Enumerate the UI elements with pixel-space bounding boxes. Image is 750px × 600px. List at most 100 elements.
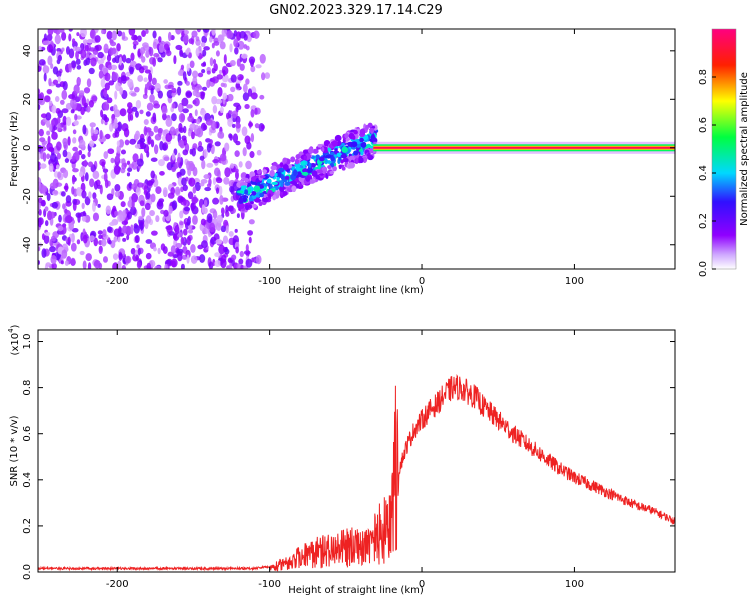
- trace-cell: [351, 135, 356, 140]
- noise-cell: [93, 180, 98, 190]
- noise-cell: [172, 233, 178, 240]
- spectrogram-y-ticks: -40 -20 0 20 40: [22, 44, 675, 253]
- noise-cell: [82, 234, 88, 244]
- noise-cell: [206, 79, 211, 89]
- noise-cell: [171, 113, 177, 122]
- noise-cell: [249, 151, 255, 159]
- noise-cell: [215, 98, 223, 105]
- trace-cell: [367, 122, 373, 128]
- noise-cell: [175, 29, 182, 35]
- noise-cell: [106, 226, 112, 233]
- noise-cell: [129, 138, 136, 145]
- trace-cell: [321, 146, 325, 152]
- trace-cell: [355, 157, 359, 164]
- noise-cell: [251, 257, 255, 263]
- noise-cell: [51, 131, 58, 140]
- noise-cell: [114, 131, 120, 138]
- snr-y-ticks: 0.0 0.2 0.4 0.6 0.8 1.0: [22, 334, 675, 580]
- noise-cell: [56, 141, 62, 151]
- noise-cell: [113, 228, 121, 237]
- noise-cell: [170, 245, 176, 254]
- noise-cell: [48, 100, 53, 106]
- noise-cell: [61, 89, 68, 100]
- noise-cell: [237, 40, 245, 50]
- noise-cell: [136, 158, 144, 167]
- noise-cell: [89, 122, 96, 128]
- noise-cell: [209, 222, 216, 233]
- noise-cell: [162, 246, 168, 254]
- trace-cell: [270, 165, 277, 171]
- noise-cell: [209, 139, 213, 145]
- noise-cell: [245, 78, 250, 85]
- noise-cell: [245, 244, 249, 252]
- noise-cell: [49, 246, 56, 253]
- noise-cell: [183, 228, 188, 236]
- noise-cell: [46, 130, 51, 136]
- noise-cell: [111, 47, 117, 55]
- noise-cell: [88, 67, 95, 75]
- noise-cell: [55, 107, 61, 114]
- noise-cell: [83, 159, 88, 168]
- noise-cell: [152, 41, 157, 50]
- noise-cell: [255, 254, 262, 265]
- trace-cell: [312, 148, 319, 154]
- carrier-band-core: [373, 146, 675, 149]
- noise-cell: [227, 118, 234, 127]
- noise-cell: [100, 78, 106, 88]
- trace-cell: [305, 176, 311, 182]
- noise-cell: [62, 149, 68, 158]
- noise-cell: [43, 234, 50, 245]
- trace-cell: [282, 157, 288, 164]
- spectrogram-frame: [37, 28, 676, 270]
- spectrogram-x-tick-label: -100: [258, 276, 281, 287]
- noise-cell: [199, 109, 207, 116]
- noise-cell: [67, 63, 72, 69]
- noise-cell: [87, 151, 91, 158]
- noise-cell: [62, 115, 67, 126]
- noise-cell: [231, 110, 239, 119]
- trace-cell: [277, 167, 285, 173]
- noise-cell: [81, 215, 87, 222]
- trace-cell: [332, 165, 337, 172]
- noise-cell: [238, 161, 243, 168]
- noise-cell: [183, 125, 187, 134]
- noise-cell: [80, 49, 87, 59]
- noise-cell: [233, 30, 238, 37]
- trace-cell: [259, 192, 265, 198]
- noise-cell: [131, 106, 138, 112]
- noise-cell: [203, 174, 210, 180]
- noise-cell: [185, 80, 190, 86]
- trace-cell: [271, 181, 279, 186]
- noise-cell: [122, 54, 127, 63]
- noise-cell: [61, 108, 69, 114]
- noise-cell: [212, 177, 217, 185]
- noise-cell: [158, 159, 165, 167]
- noise-cell: [117, 260, 122, 269]
- noise-cell: [38, 88, 41, 95]
- noise-cell: [82, 124, 87, 135]
- noise-cell: [129, 66, 134, 75]
- noise-cell: [242, 92, 250, 102]
- noise-cell: [206, 142, 212, 153]
- noise-cell: [192, 186, 197, 194]
- noise-cell: [183, 206, 191, 212]
- noise-cell: [239, 63, 245, 71]
- noise-cell: [39, 163, 47, 169]
- noise-cell: [126, 211, 132, 220]
- noise-cell: [130, 224, 134, 235]
- noise-cell: [234, 150, 240, 158]
- noise-cell: [44, 231, 51, 236]
- noise-cell: [163, 43, 170, 51]
- trace-cell: [325, 154, 332, 159]
- noise-cell: [138, 215, 144, 221]
- trace-cell: [262, 169, 268, 174]
- noise-cell: [82, 260, 87, 269]
- noise-cell: [206, 213, 213, 224]
- noise-cell: [146, 102, 154, 111]
- noise-cell: [55, 83, 62, 88]
- snr-series-line: [38, 373, 675, 572]
- snr-y-tick-label: 0.8: [22, 380, 33, 396]
- noise-cell: [224, 142, 230, 152]
- noise-cell: [62, 137, 68, 146]
- noise-cell: [185, 49, 190, 55]
